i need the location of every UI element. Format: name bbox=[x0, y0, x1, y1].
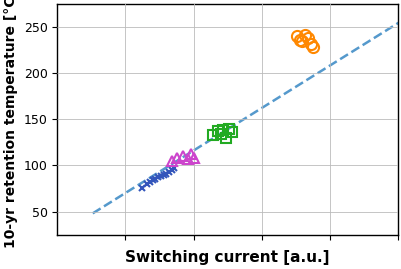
Y-axis label: 10-yr retention temperature [°C]: 10-yr retention temperature [°C] bbox=[4, 0, 18, 248]
X-axis label: Switching current [a.u.]: Switching current [a.u.] bbox=[125, 250, 329, 265]
